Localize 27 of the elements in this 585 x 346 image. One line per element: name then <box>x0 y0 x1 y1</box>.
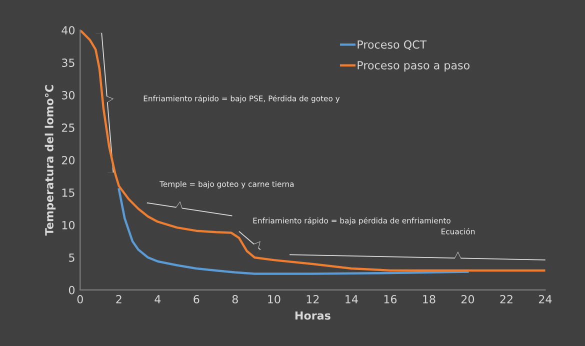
y-tick-label: 35 <box>62 58 74 67</box>
x-tick-label: 8 <box>232 295 238 304</box>
line-series <box>80 30 546 272</box>
y-tick-label: 20 <box>62 156 75 164</box>
x-tick-label: 0 <box>77 295 83 304</box>
y-axis-title: Temperatura del lomo°C <box>44 85 56 236</box>
y-tick-label: 40 <box>62 26 75 34</box>
x-tick-label: 24 <box>538 295 552 304</box>
y-tick-label: 0 <box>68 286 75 294</box>
x-tick-label: 16 <box>384 295 397 304</box>
x-tick-label: 20 <box>461 295 474 304</box>
y-tick-label: 5 <box>69 254 74 262</box>
y-tick-label: 10 <box>62 220 75 230</box>
y-tick-label: 15 <box>62 188 74 197</box>
x-tick-label: 14 <box>346 295 358 304</box>
x-tick-label: 6 <box>194 295 200 304</box>
legend-label: Proceso QCT <box>358 40 427 50</box>
x-tick-label: 2 <box>116 295 122 304</box>
x-tick-label: 18 <box>423 295 436 304</box>
x-tick-label: 12 <box>306 295 319 304</box>
x-tick-label: 10 <box>268 295 280 304</box>
legend-label: Proceso paso a paso <box>358 61 470 72</box>
y-tick-label: 25 <box>62 124 74 132</box>
x-tick-label: 22 <box>500 295 512 304</box>
y-tick-label: 30 <box>62 91 75 100</box>
x-tick-label: 4 <box>154 295 161 304</box>
x-axis-title: Horas <box>295 311 330 320</box>
